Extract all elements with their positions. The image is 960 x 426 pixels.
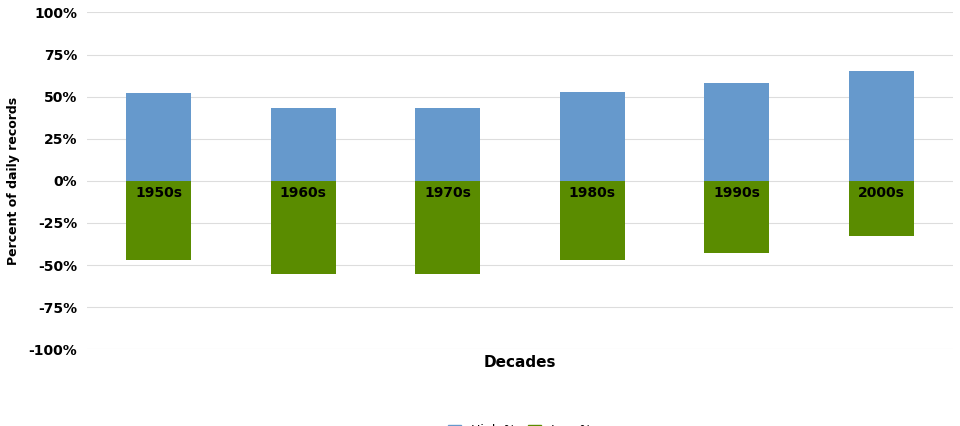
Text: 1960s: 1960s [279,186,326,200]
Text: 2000s: 2000s [857,186,904,200]
Bar [704,83,769,181]
Text: 1970s: 1970s [424,186,471,200]
Bar [849,72,914,181]
Bar [126,181,191,260]
Bar [560,92,625,181]
Legend: High %, Low %: High %, Low % [448,424,591,426]
Bar [271,109,336,181]
Bar [415,181,480,273]
Bar [849,181,914,236]
Bar [704,181,769,253]
Bar [560,181,625,260]
Bar [415,109,480,181]
Bar [126,93,191,181]
Y-axis label: Percent of daily records: Percent of daily records [7,97,20,265]
Text: 1980s: 1980s [568,186,615,200]
Text: 1950s: 1950s [135,186,182,200]
X-axis label: Decades: Decades [484,355,556,370]
Text: 1990s: 1990s [713,186,760,200]
Bar [271,181,336,273]
